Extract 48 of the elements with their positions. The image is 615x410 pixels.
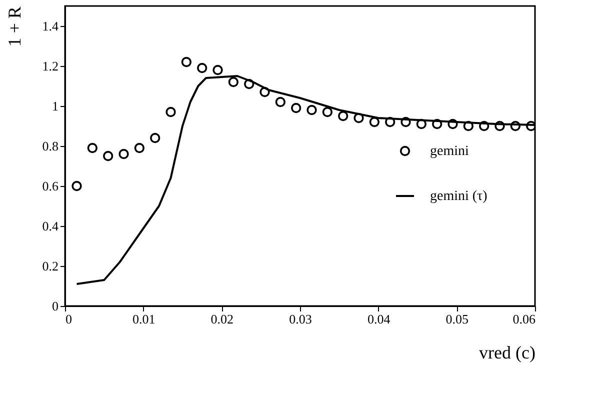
point (228, 76, 238, 88)
point (150, 132, 160, 144)
point (432, 118, 442, 130)
legend-label: gemini (τ) (430, 189, 488, 204)
x-tick-label: 0.04 (367, 312, 391, 326)
x-tick-label: 0.01 (132, 312, 156, 326)
point (510, 120, 520, 132)
x-tick-label: 0.06 (512, 312, 536, 326)
point (494, 120, 505, 132)
y-tick-label: 0.4 (42, 218, 59, 234)
x-tick-label: 0.03 (289, 312, 312, 326)
x-tick-label: 0.02 (210, 312, 234, 326)
point (322, 106, 332, 118)
y-tick-label: 1.4 (42, 18, 59, 34)
point (87, 142, 98, 154)
x-tick-label: 0.05 (446, 312, 469, 326)
point (181, 56, 192, 68)
y-tick-label: 1 (52, 98, 58, 114)
point (197, 62, 208, 74)
point (306, 104, 317, 116)
point (354, 112, 364, 124)
point (448, 118, 458, 130)
point (369, 116, 380, 128)
point (385, 116, 396, 128)
point (118, 148, 129, 160)
y-tick-label: 0.8 (42, 138, 58, 154)
legend-label: gemini (430, 144, 469, 159)
point (166, 106, 176, 118)
point (244, 78, 254, 90)
y-tick-label: 0 (52, 298, 58, 314)
point (260, 86, 270, 98)
y-tick-label: 1.2 (42, 58, 58, 74)
point (275, 96, 286, 108)
point (479, 120, 490, 132)
y-axis-title: 1 + R (4, 6, 24, 47)
point (212, 64, 223, 76)
point (416, 118, 426, 130)
point (72, 180, 82, 192)
x-axis-title: vred (c) (479, 342, 536, 362)
point (134, 142, 144, 154)
point (463, 120, 474, 132)
point (103, 150, 114, 162)
y-tick-label: 0.6 (42, 178, 59, 194)
point (338, 110, 348, 122)
x-tick-label: 0 (66, 312, 72, 326)
point (291, 102, 302, 114)
point (400, 116, 411, 128)
y-tick-label: 0.2 (42, 258, 58, 274)
